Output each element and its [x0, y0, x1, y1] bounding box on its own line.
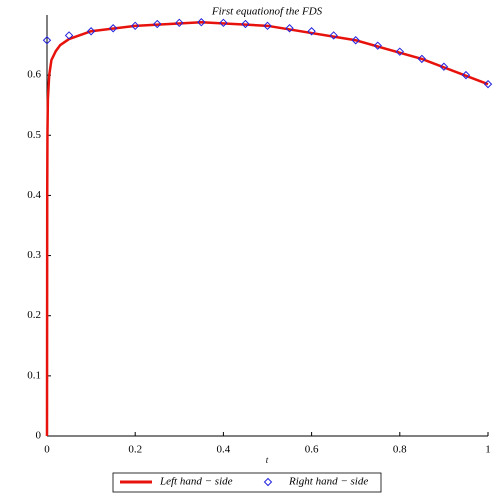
point — [219, 18, 228, 28]
x-tick-label: 1 — [485, 444, 491, 456]
x-tick-label: 0.8 — [393, 444, 407, 456]
point — [108, 24, 118, 33]
point — [307, 27, 316, 36]
y-tick-label: 0.5 — [27, 129, 41, 141]
point — [153, 19, 162, 29]
point — [329, 31, 338, 40]
y-tick-label: 0 — [36, 430, 42, 442]
x-tick-label: 0.2 — [128, 444, 142, 456]
point — [417, 54, 427, 64]
legend-swatch — [263, 477, 273, 487]
y-tick-label: 0.6 — [27, 69, 41, 81]
legend-box — [112, 472, 382, 493]
point — [461, 70, 471, 80]
legend-label: Left hand − side — [159, 476, 233, 488]
x-tick-label: 0 — [44, 444, 50, 456]
point — [175, 18, 184, 28]
point — [130, 21, 140, 31]
point — [263, 21, 272, 31]
y-tick-label: 0.2 — [27, 309, 41, 321]
x-tick-label: 0.6 — [305, 444, 319, 456]
y-tick-label: 0.4 — [27, 189, 41, 201]
point — [42, 36, 52, 45]
point — [483, 79, 493, 89]
point — [86, 27, 96, 36]
point — [64, 31, 74, 40]
line — [45, 20, 489, 437]
legend-label: Right hand − side — [288, 476, 368, 488]
y-tick-label: 0.1 — [27, 369, 41, 381]
point — [241, 19, 250, 29]
x-axis-label: t — [266, 455, 269, 465]
y-tick-label: 0.3 — [27, 249, 41, 261]
point — [373, 41, 382, 50]
point — [439, 62, 449, 71]
point — [395, 47, 405, 56]
point — [197, 18, 206, 27]
point — [285, 24, 294, 33]
chart-title: First equationof the FDS — [211, 6, 323, 18]
point — [351, 36, 360, 45]
x-tick-label: 0.4 — [217, 444, 231, 456]
